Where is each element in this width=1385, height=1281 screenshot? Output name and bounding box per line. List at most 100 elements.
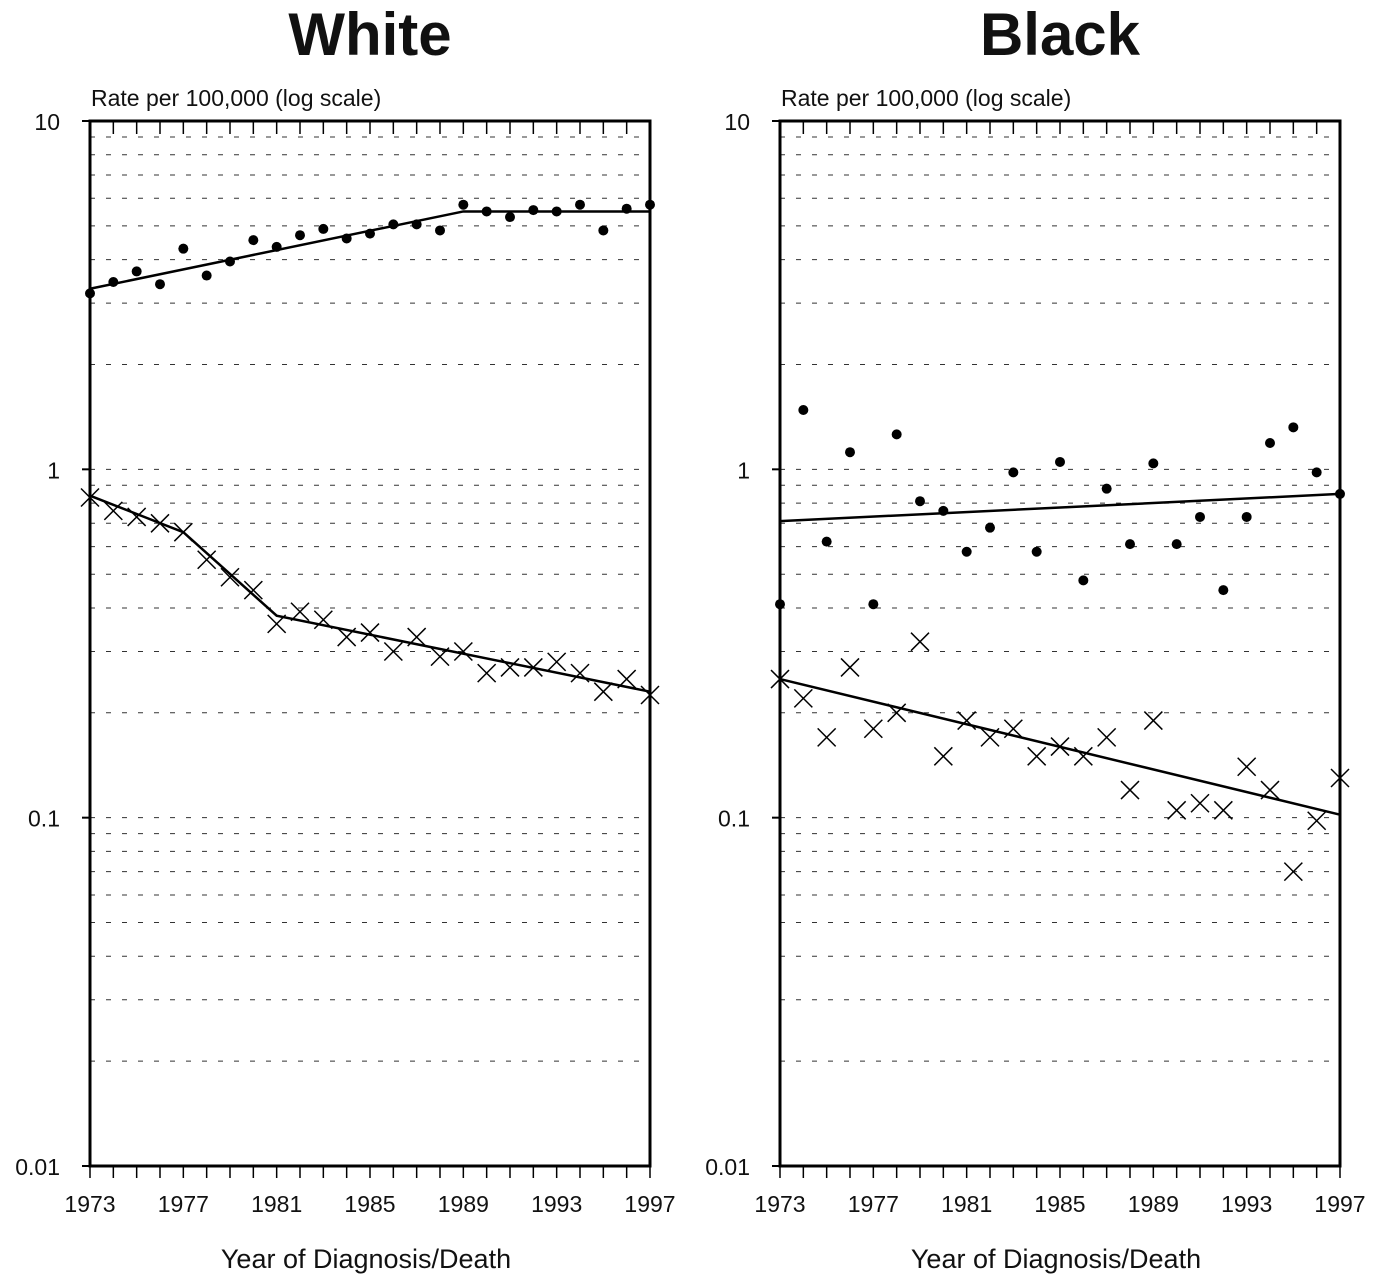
- white-incidence-point: [598, 225, 609, 236]
- white-incidence-point: [318, 223, 329, 234]
- black-panel-title: Black: [980, 1, 1141, 68]
- white-y-tick-label: 0.01: [15, 1154, 60, 1180]
- white-incidence-point: [248, 235, 259, 246]
- white-plot-frame: [88, 119, 652, 1168]
- white-grid: [90, 136, 650, 1062]
- black-y-tick-labels: 10 1 0.1 0.01: [705, 109, 750, 1180]
- black-incidence-point: [915, 496, 925, 507]
- white-mortality-point: [547, 652, 567, 672]
- black-mortality-point: [1237, 757, 1257, 777]
- white-mortality-point: [173, 522, 193, 542]
- white-mortality-point: [150, 513, 170, 533]
- white-x-tick-labels: 1973 1977 1981 1985 1989 1993 1997: [64, 1191, 675, 1217]
- white-mortality-point: [197, 550, 217, 570]
- white-panel-title: White: [288, 1, 451, 68]
- black-mortality-point: [1167, 800, 1187, 820]
- white-mortality-point: [430, 647, 450, 667]
- black-mortality-point: [1213, 800, 1233, 820]
- white-incidence-point: [225, 256, 235, 267]
- black-x-tick-labels: 1973 1977 1981 1985 1989 1993 1997: [754, 1191, 1365, 1217]
- black-incidence-point: [1101, 483, 1112, 494]
- black-x-tick-label: 1985: [1034, 1191, 1085, 1217]
- white-mortality-point: [617, 669, 637, 689]
- black-incidence-point: [798, 405, 809, 416]
- black-incidence-point: [1241, 511, 1252, 522]
- white-mortality-point: [313, 610, 333, 630]
- white-y-axis-label: Rate per 100,000 (log scale): [91, 85, 381, 111]
- white-incidence-point: [388, 219, 399, 230]
- white-incidence-point: [411, 219, 422, 230]
- white-incidence-point: [201, 270, 212, 281]
- white-data-marks: [80, 199, 660, 705]
- white-panel: White Rate per 100,000 (log scale) Year …: [15, 1, 675, 1274]
- black-mortality-point: [1073, 746, 1093, 766]
- white-x-tick-label: 1977: [158, 1191, 209, 1217]
- white-x-tick-label: 1989: [438, 1191, 489, 1217]
- white-mortality-point: [383, 641, 403, 661]
- black-mortality-point: [1143, 711, 1163, 731]
- black-incidence-point: [845, 447, 855, 458]
- black-incidence-point: [1125, 539, 1135, 550]
- white-incidence-point: [551, 206, 562, 217]
- white-x-axis-label: Year of Diagnosis/Death: [221, 1244, 511, 1274]
- black-incidence-point: [1055, 456, 1065, 467]
- white-incidence-point: [108, 276, 119, 287]
- white-incidence-point: [341, 233, 352, 244]
- white-mortality-point: [127, 507, 147, 527]
- black-x-axis-label: Year of Diagnosis/Death: [911, 1244, 1201, 1274]
- black-incidence-point: [1311, 467, 1322, 478]
- white-incidence-point: [295, 230, 305, 241]
- white-incidence-point: [365, 228, 375, 239]
- white-mortality-point: [267, 614, 287, 634]
- white-x-tick-label: 1993: [531, 1191, 582, 1217]
- black-mortality-point: [1283, 862, 1303, 882]
- white-trend-line-dot: [89, 210, 650, 290]
- white-mortality-point: [103, 501, 123, 521]
- black-trend-line-dot: [779, 492, 1341, 523]
- white-incidence-point: [575, 199, 585, 210]
- black-mortality-point: [863, 719, 883, 739]
- black-mortality-point: [1027, 746, 1047, 766]
- white-mortality-point: [453, 641, 473, 661]
- black-mortality-point: [1190, 793, 1210, 813]
- black-incidence-point: [1031, 546, 1042, 557]
- black-mortality-point: [910, 632, 930, 652]
- white-incidence-point: [621, 203, 632, 214]
- black-mortality-point: [793, 688, 813, 708]
- black-y-tick-label: 1: [737, 457, 750, 483]
- black-incidence-point: [1195, 511, 1205, 522]
- black-mortality-point: [1097, 727, 1117, 747]
- white-x-tick-label: 1981: [251, 1191, 302, 1217]
- white-y-tick-label: 1: [47, 457, 60, 483]
- black-mortality-point: [1307, 811, 1327, 831]
- black-mortality-point: [1003, 719, 1023, 739]
- black-x-tick-label: 1977: [848, 1191, 899, 1217]
- white-incidence-point: [155, 279, 165, 290]
- black-mortality-point: [817, 727, 837, 747]
- white-x-tick-label: 1973: [64, 1191, 115, 1217]
- black-y-tick-label: 0.1: [718, 806, 750, 832]
- black-mortality-point: [980, 727, 1000, 747]
- white-incidence-point: [481, 206, 492, 217]
- black-incidence-point: [1218, 585, 1229, 596]
- white-mortality-point: [337, 627, 357, 647]
- black-mortality-point: [957, 711, 977, 731]
- black-mortality-point: [887, 703, 907, 723]
- black-x-tick-label: 1993: [1221, 1191, 1272, 1217]
- white-trend-line-x: [89, 494, 651, 693]
- white-y-tick-label: 0.1: [28, 806, 60, 832]
- white-mortality-point: [243, 580, 263, 600]
- black-data-marks: [770, 405, 1350, 882]
- black-x-tick-label: 1989: [1128, 1191, 1179, 1217]
- black-grid: [780, 136, 1340, 1062]
- black-mortality-point: [1260, 780, 1280, 800]
- white-mortality-point: [477, 663, 497, 683]
- white-incidence-point: [435, 225, 445, 236]
- black-incidence-point: [961, 546, 972, 557]
- black-y-tick-label: 10: [724, 109, 750, 135]
- black-ticks: [772, 120, 1341, 1178]
- white-incidence-point: [131, 266, 142, 277]
- black-incidence-point: [821, 536, 832, 547]
- white-mortality-point: [360, 623, 380, 643]
- white-mortality-point: [523, 657, 543, 677]
